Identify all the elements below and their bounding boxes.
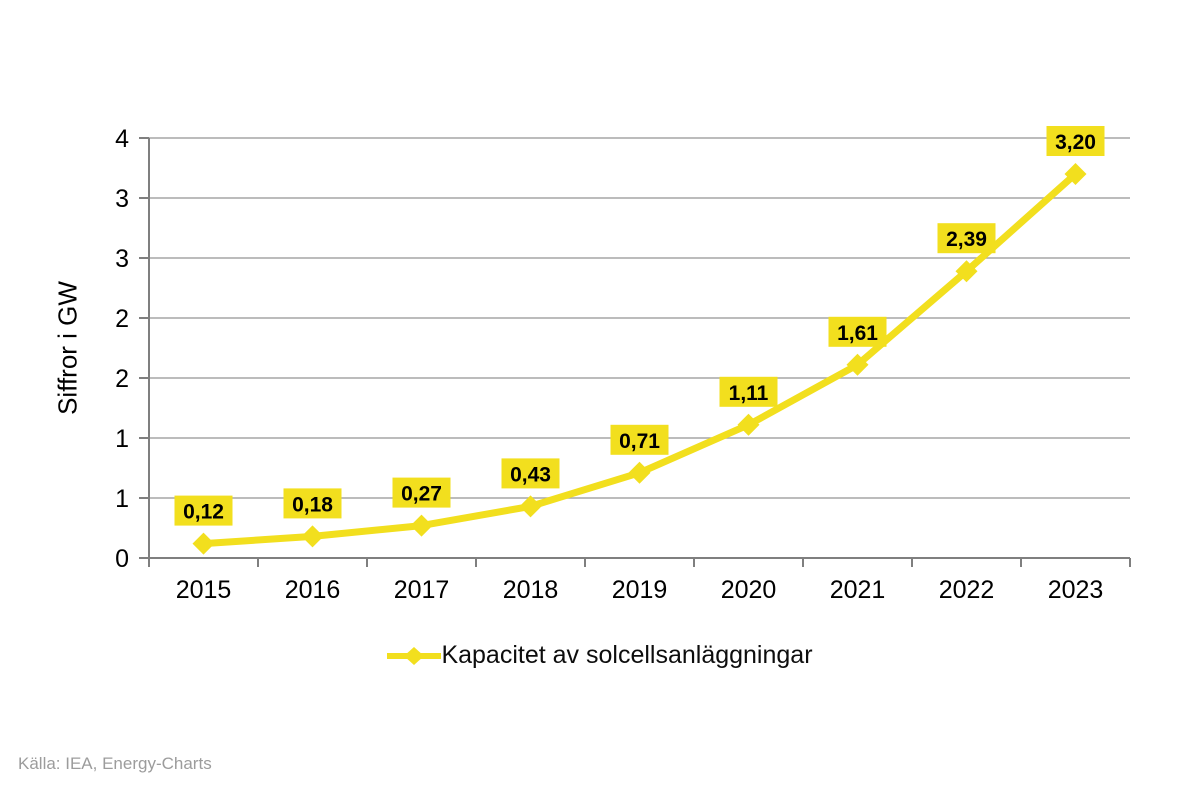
x-axis-tick-label: 2020	[721, 576, 777, 604]
data-label: 3,20	[1055, 131, 1096, 154]
data-label-box	[1046, 126, 1105, 156]
data-label-box	[283, 488, 342, 519]
data-label-box	[828, 316, 887, 347]
y-axis-tick-label: 2	[115, 305, 129, 333]
y-axis-title: Siffror i GW	[52, 281, 83, 415]
data-label: 0,27	[401, 483, 442, 506]
x-axis-tick-label: 2019	[612, 576, 668, 604]
legend-series-marker-icon	[387, 646, 442, 665]
data-label-box	[719, 376, 778, 407]
y-axis-tick-label: 2	[115, 365, 129, 393]
data-label-box	[501, 458, 560, 489]
y-axis-tick-label: 1	[115, 425, 129, 453]
data-label: 0,43	[510, 463, 551, 486]
data-point-marker	[301, 525, 324, 548]
data-label-box	[610, 424, 669, 455]
x-axis-tick-label: 2017	[394, 576, 450, 604]
data-label-box	[174, 495, 233, 526]
y-axis-tick-label: 4	[115, 125, 129, 153]
data-label: 0,12	[183, 501, 224, 524]
data-label-box	[937, 223, 996, 254]
data-label: 1,11	[729, 382, 769, 405]
data-label: 1,61	[837, 322, 878, 345]
data-label-box	[392, 477, 451, 508]
data-point-marker	[737, 413, 760, 436]
data-point-marker	[410, 514, 433, 537]
x-axis-tick-label: 2022	[939, 576, 995, 604]
source-attribution: Källa: IEA, Energy-Charts	[18, 754, 212, 773]
x-axis-tick-label: 2015	[176, 576, 232, 604]
data-point-marker	[955, 260, 978, 283]
data-point-marker	[846, 353, 869, 376]
data-point-marker	[519, 495, 542, 518]
data-point-marker	[628, 461, 651, 484]
x-axis-tick-label: 2018	[503, 576, 559, 604]
data-point-marker	[192, 532, 215, 555]
y-axis-tick-label: 3	[115, 185, 129, 213]
data-label: 2,39	[946, 228, 987, 251]
data-label: 0,18	[292, 493, 333, 516]
chart-legend: Kapacitet av solcellsanläggningar	[0, 641, 1200, 670]
y-axis-tick-label: 0	[115, 545, 129, 573]
x-axis-tick-label: 2023	[1048, 576, 1104, 604]
x-axis-tick-label: 2016	[285, 576, 341, 604]
legend-diamond-icon	[404, 646, 425, 665]
data-point-marker	[1064, 163, 1087, 185]
y-axis-tick-label: 1	[115, 485, 129, 513]
y-axis-tick-label: 3	[115, 245, 129, 273]
x-axis-tick-label: 2021	[830, 576, 886, 604]
legend-series-label: Kapacitet av solcellsanläggningar	[441, 641, 813, 669]
data-label: 0,71	[619, 430, 660, 453]
